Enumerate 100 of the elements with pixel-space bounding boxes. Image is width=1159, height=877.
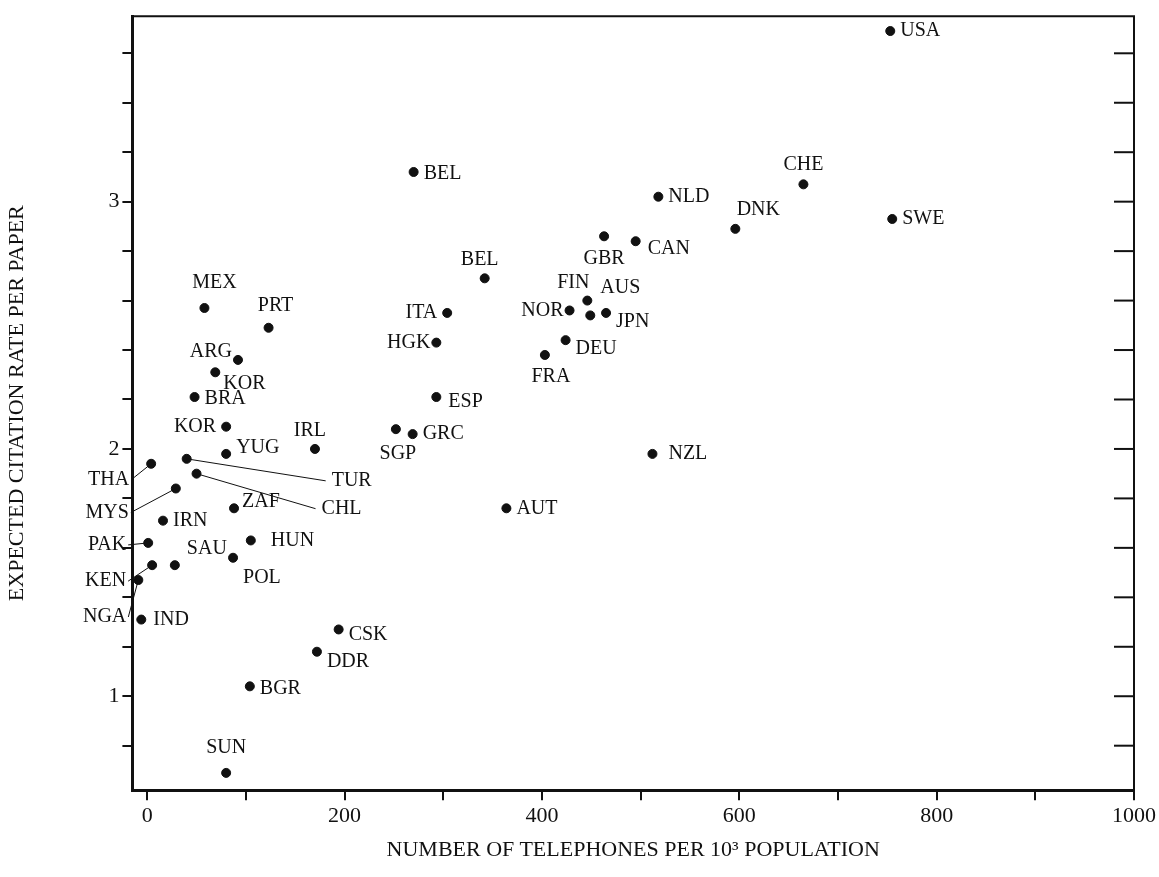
point <box>146 458 157 469</box>
annotation: THA <box>88 467 130 490</box>
annotation: SGP <box>379 441 417 464</box>
point <box>431 392 442 403</box>
annotation: DEU <box>575 336 618 359</box>
point <box>408 166 419 177</box>
point <box>501 503 512 514</box>
annotation: SAU <box>186 536 228 559</box>
point <box>228 552 239 563</box>
annotation: SWE <box>902 206 945 229</box>
point <box>653 191 664 202</box>
point <box>798 179 809 190</box>
point <box>601 307 612 318</box>
annotation: NOR <box>521 297 565 320</box>
point <box>244 681 255 692</box>
annotation: USA <box>900 18 941 41</box>
point <box>442 307 453 318</box>
annotation: ARG <box>189 339 232 362</box>
annotation: CSK <box>348 621 389 644</box>
annotation: ZAF <box>242 488 280 511</box>
annotation: IRL <box>293 418 327 441</box>
point <box>630 236 641 247</box>
point <box>170 483 181 494</box>
point <box>245 535 256 546</box>
x-tick-label: 0 <box>141 802 153 828</box>
point <box>311 646 322 657</box>
point <box>210 367 221 378</box>
point <box>136 614 147 625</box>
annotation: BGR <box>259 675 302 698</box>
point <box>157 515 168 526</box>
annotation: GBR <box>583 245 626 268</box>
x-axis-title: NUMBER OF TELEPHONES PER 10³ POPULATION <box>386 835 880 861</box>
annotation: PRT <box>257 293 294 316</box>
annotation: ITA <box>405 300 438 323</box>
annotation: HGK <box>386 329 431 352</box>
annotation: GRC <box>422 421 464 444</box>
point <box>431 337 442 348</box>
point <box>133 575 144 586</box>
y-tick-label: 1 <box>108 682 120 708</box>
point <box>199 303 210 313</box>
annotation: POL <box>243 565 281 587</box>
annotation: NZL <box>668 441 708 464</box>
point <box>730 223 741 234</box>
point <box>189 392 200 403</box>
point <box>647 448 658 459</box>
point <box>407 429 418 440</box>
point <box>263 322 274 333</box>
point <box>309 443 320 454</box>
annotation: CHL <box>321 495 362 518</box>
x-tick-label: 1000 <box>1112 802 1156 828</box>
annotation: KOR <box>173 413 217 436</box>
annotation: NLD <box>668 183 710 206</box>
annotation: MEX <box>192 270 238 293</box>
point <box>229 503 240 514</box>
point <box>564 305 575 316</box>
y-tick-label: 3 <box>108 187 120 213</box>
annotation: KEN <box>85 568 127 591</box>
point <box>479 273 490 284</box>
annotation: PAK <box>88 532 127 555</box>
point <box>221 767 232 778</box>
point <box>390 424 401 435</box>
x-tick-label: 800 <box>920 802 954 828</box>
point <box>232 354 243 365</box>
x-tick-label: 200 <box>328 802 362 828</box>
annotation: YUG <box>236 435 280 458</box>
x-tick-label: 600 <box>722 802 756 828</box>
point <box>221 448 232 459</box>
annotation: TUR <box>331 468 373 491</box>
point <box>585 310 596 321</box>
annotation: CHE <box>783 151 824 174</box>
point <box>582 295 593 306</box>
annotation: FIN <box>557 269 590 292</box>
annotation: AUS <box>600 274 641 297</box>
x-tick-label: 400 <box>525 802 559 828</box>
point <box>599 231 610 242</box>
point <box>143 537 154 548</box>
annotation: IRN <box>172 507 208 530</box>
point <box>333 624 344 635</box>
annotation: ESP <box>448 389 483 412</box>
annotation: SUN <box>206 735 247 758</box>
point <box>885 26 896 37</box>
annotation: DDR <box>326 648 370 671</box>
annotation: JPN <box>616 309 650 332</box>
point <box>191 468 202 479</box>
y-tick-label: 2 <box>108 434 120 460</box>
annotation: MYS <box>85 499 129 522</box>
annotation: NGA <box>82 604 127 627</box>
annotation: HUN <box>270 527 315 550</box>
annotation: BEL <box>423 161 462 184</box>
point <box>539 349 550 360</box>
y-axis-title: EXPECTED CITATION RATE PER PAPER <box>2 204 28 602</box>
annotation: BEL <box>460 246 499 269</box>
point <box>560 335 571 346</box>
annotation: FRA <box>531 364 571 387</box>
point <box>147 560 158 571</box>
annotation: DNK <box>736 197 781 220</box>
point <box>181 453 192 464</box>
point <box>221 421 232 432</box>
point <box>169 560 180 571</box>
annotation: AUT <box>516 495 558 518</box>
